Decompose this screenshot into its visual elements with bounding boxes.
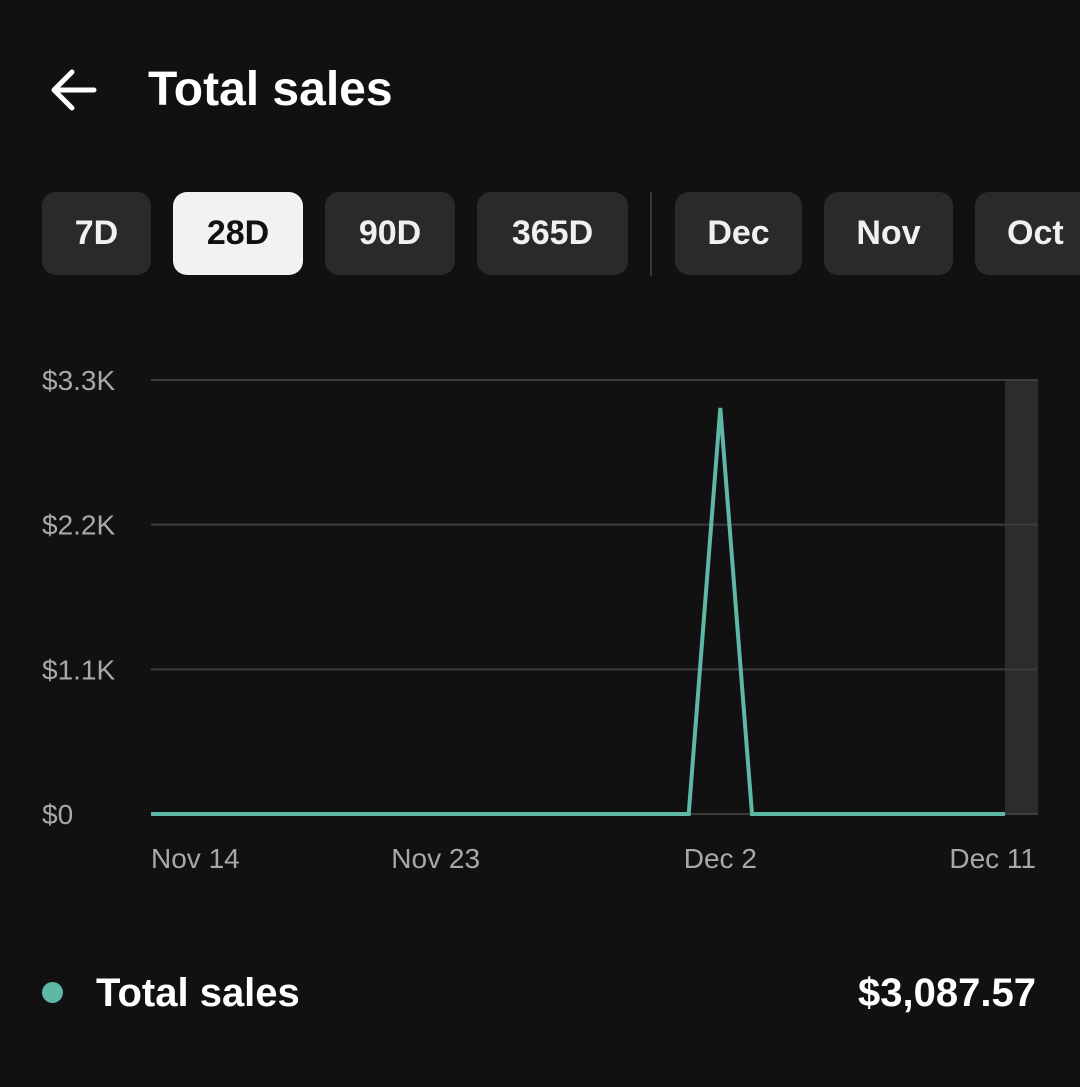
chip-90d[interactable]: 90D: [325, 192, 455, 275]
sales-chart: $0 $1.1K $2.2K $3.3K Nov 14 Nov 23 Dec 2 Dec 11: [0, 340, 1080, 900]
chip-28d[interactable]: 28D: [173, 192, 303, 275]
sales-line-chart: $0 $1.1K $2.2K $3.3K Nov 14 Nov 23 Dec 2 Dec 11: [42, 365, 1038, 874]
date-range-chips: 7D 28D 90D 365D Dec Nov Oct: [42, 192, 1080, 276]
legend: Total sales $3,087.57: [0, 960, 1080, 1030]
y-tick-label: $0: [42, 799, 73, 830]
header: Total sales: [0, 0, 1080, 180]
x-tick-label: Dec 2: [684, 843, 757, 874]
series-line: [151, 407, 1005, 816]
chip-7d[interactable]: 7D: [42, 192, 151, 275]
chip-365d[interactable]: 365D: [477, 192, 628, 275]
legend-dot-icon: [42, 982, 63, 1003]
chip-nov[interactable]: Nov: [824, 192, 953, 275]
x-tick-label: Dec 11: [949, 843, 1036, 874]
y-tick-label: $3.3K: [42, 365, 115, 396]
back-button[interactable]: [40, 58, 104, 122]
x-tick-label: Nov 14: [151, 843, 240, 874]
y-tick-label: $1.1K: [42, 654, 115, 685]
legend-label: Total sales: [96, 971, 300, 1015]
y-tick-label: $2.2K: [42, 510, 115, 541]
page-title: Total sales: [148, 63, 393, 116]
x-tick-label: Nov 23: [391, 843, 480, 874]
arrow-left-icon: [51, 69, 97, 111]
legend-value: $3,087.57: [858, 971, 1036, 1015]
chip-oct[interactable]: Oct: [975, 192, 1080, 275]
chip-dec[interactable]: Dec: [675, 192, 802, 275]
selected-day-band: [1005, 380, 1038, 814]
chip-divider: [650, 192, 652, 276]
